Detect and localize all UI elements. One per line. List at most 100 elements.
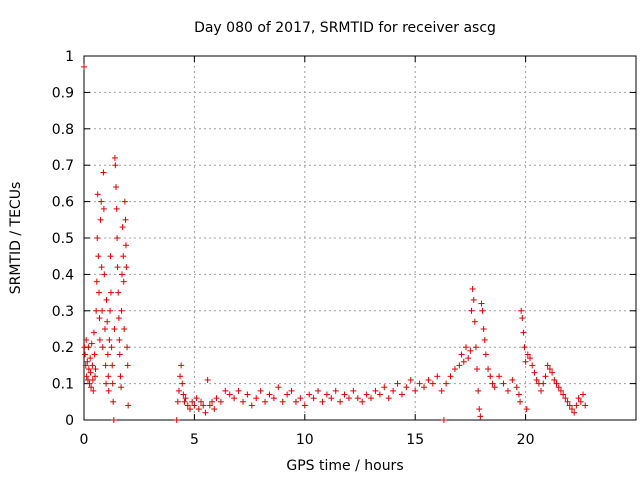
data-point bbox=[206, 402, 213, 409]
data-point bbox=[385, 395, 392, 402]
data-point bbox=[117, 373, 124, 380]
data-point bbox=[111, 326, 118, 332]
data-point bbox=[248, 402, 255, 409]
data-point bbox=[244, 391, 251, 398]
data-point bbox=[323, 391, 330, 398]
data-point bbox=[509, 376, 516, 383]
data-point bbox=[195, 406, 202, 413]
data-point bbox=[178, 362, 185, 369]
data-point bbox=[560, 391, 567, 398]
data-point bbox=[191, 402, 198, 409]
data-point bbox=[315, 387, 322, 394]
data-point bbox=[421, 384, 428, 391]
data-point bbox=[521, 344, 528, 351]
data-point bbox=[174, 398, 181, 405]
data-point bbox=[262, 398, 269, 405]
data-point bbox=[429, 380, 436, 387]
data-point bbox=[345, 395, 352, 402]
data-point bbox=[557, 387, 564, 394]
data-point bbox=[209, 398, 216, 405]
data-point bbox=[468, 307, 475, 314]
data-point bbox=[116, 351, 123, 358]
y-tick-label: 0.6 bbox=[52, 195, 74, 211]
data-point bbox=[115, 315, 122, 322]
data-point bbox=[106, 336, 113, 343]
data-point bbox=[476, 406, 483, 413]
data-point bbox=[103, 380, 110, 387]
data-point bbox=[460, 358, 467, 365]
data-point bbox=[89, 362, 96, 369]
data-point bbox=[575, 395, 582, 402]
data-point bbox=[523, 406, 530, 413]
y-axis-label: SRMTID / TECUs bbox=[8, 182, 24, 295]
data-point bbox=[447, 373, 454, 380]
data-point bbox=[279, 398, 286, 405]
data-point bbox=[99, 344, 106, 351]
data-point bbox=[119, 224, 126, 231]
data-point bbox=[270, 395, 277, 402]
data-point bbox=[108, 344, 115, 351]
data-point bbox=[121, 198, 128, 205]
data-point bbox=[372, 387, 379, 394]
data-point bbox=[465, 355, 472, 362]
data-point bbox=[577, 398, 584, 405]
data-point bbox=[412, 387, 419, 394]
data-point bbox=[489, 380, 496, 387]
data-point bbox=[538, 387, 545, 394]
data-point bbox=[462, 344, 469, 351]
data-point bbox=[98, 264, 105, 271]
data-point bbox=[522, 358, 529, 365]
data-point bbox=[284, 391, 291, 398]
data-point bbox=[440, 417, 447, 423]
data-point bbox=[475, 387, 482, 394]
data-point bbox=[107, 307, 114, 314]
data-point bbox=[470, 296, 477, 303]
data-point bbox=[86, 380, 93, 387]
data-point bbox=[200, 402, 207, 409]
data-point bbox=[515, 391, 522, 398]
data-point bbox=[100, 205, 107, 212]
data-point bbox=[518, 307, 525, 314]
data-point bbox=[121, 326, 128, 332]
data-point bbox=[177, 373, 184, 380]
data-point bbox=[467, 347, 474, 354]
data-point bbox=[571, 409, 578, 416]
data-point bbox=[105, 373, 112, 380]
data-point bbox=[381, 384, 388, 391]
data-point bbox=[520, 329, 527, 336]
data-point bbox=[253, 395, 260, 402]
data-point bbox=[341, 391, 348, 398]
data-point bbox=[116, 336, 123, 343]
data-point bbox=[112, 162, 119, 169]
data-point bbox=[472, 344, 479, 351]
data-point bbox=[477, 413, 484, 420]
data-point bbox=[562, 395, 569, 402]
data-point bbox=[485, 366, 492, 373]
data-point bbox=[217, 398, 224, 405]
data-point bbox=[81, 63, 87, 70]
data-point bbox=[407, 376, 414, 383]
data-point bbox=[390, 387, 397, 394]
data-point bbox=[568, 406, 575, 413]
data-point bbox=[107, 289, 114, 296]
data-point bbox=[109, 380, 116, 387]
x-tick-label: 0 bbox=[80, 432, 89, 448]
data-point bbox=[96, 289, 103, 296]
data-point bbox=[555, 384, 562, 391]
data-point bbox=[85, 344, 92, 351]
y-tick-label: 0.9 bbox=[52, 85, 74, 101]
data-point bbox=[110, 398, 117, 405]
data-point bbox=[328, 395, 335, 402]
data-point bbox=[487, 373, 494, 380]
data-point bbox=[368, 395, 375, 402]
data-point bbox=[90, 329, 97, 336]
data-point bbox=[85, 366, 92, 373]
data-point bbox=[95, 253, 102, 260]
data-point bbox=[491, 384, 498, 391]
data-point bbox=[107, 253, 114, 260]
y-tick-label: 0.5 bbox=[52, 231, 74, 247]
data-point bbox=[87, 369, 94, 376]
data-point bbox=[122, 216, 129, 223]
data-point bbox=[122, 242, 129, 249]
data-point bbox=[376, 391, 383, 398]
